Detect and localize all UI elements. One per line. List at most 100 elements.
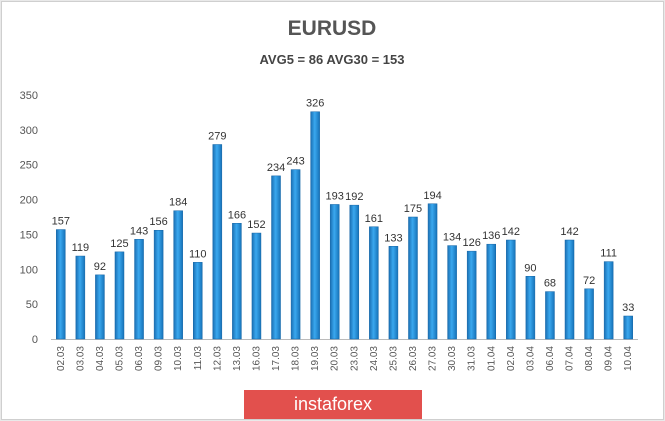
- x-tick-label: 10.03: [173, 346, 184, 371]
- bar: [271, 175, 281, 340]
- bar: [75, 255, 86, 340]
- x-tick-label: 07.04: [565, 346, 576, 371]
- data-label: 68: [544, 278, 556, 290]
- data-label: 111: [600, 248, 617, 260]
- data-label: 72: [583, 275, 595, 287]
- data-label: 166: [228, 209, 246, 221]
- data-label: 193: [326, 190, 344, 202]
- data-label: 192: [345, 191, 363, 203]
- bar: [388, 246, 399, 340]
- x-tick-label: 16.03: [251, 346, 262, 371]
- x-tick-label: 06.03: [134, 346, 145, 371]
- y-tick-label: 0: [32, 334, 38, 346]
- y-tick-label: 100: [20, 264, 38, 276]
- instaforex-watermark: instaforex: [244, 390, 422, 419]
- data-label: 156: [149, 216, 167, 228]
- data-label: 90: [524, 262, 536, 274]
- bar: [525, 276, 536, 340]
- x-tick-label: 12.03: [212, 346, 223, 371]
- bar: [427, 203, 438, 340]
- x-tick-label: 25.03: [388, 346, 399, 371]
- bar: [486, 243, 496, 340]
- y-tick-label: 350: [20, 90, 38, 102]
- data-label: 157: [52, 216, 70, 228]
- bar: [329, 204, 340, 340]
- data-label: 110: [189, 248, 207, 260]
- y-tick-label: 150: [20, 229, 38, 241]
- data-label: 326: [306, 98, 324, 110]
- data-label: 133: [384, 232, 402, 244]
- data-label: 279: [208, 130, 226, 142]
- bar: [56, 229, 66, 340]
- x-tick-label: 17.03: [271, 346, 282, 371]
- data-label: 33: [622, 302, 634, 314]
- bar: [114, 251, 125, 340]
- x-tick-label: 09.04: [604, 346, 615, 371]
- bar: [545, 291, 555, 340]
- data-label: 243: [286, 156, 304, 168]
- bar: [232, 223, 242, 340]
- bars: [56, 111, 633, 340]
- chart-title: EURUSD: [288, 17, 377, 40]
- bar: [134, 239, 144, 340]
- bar: [603, 261, 614, 340]
- data-label: 143: [130, 225, 148, 237]
- x-tick-label: 10.04: [623, 346, 634, 371]
- data-label: 136: [482, 230, 500, 242]
- x-tick-label: 18.03: [291, 346, 302, 371]
- data-label: 125: [110, 238, 128, 250]
- x-axis-ticks: 02.03 03.03 04.03 05.03 06.03 09.03 10.03 11.03…: [56, 346, 634, 371]
- x-tick-label: 27.03: [428, 346, 439, 371]
- bar: [564, 239, 575, 340]
- data-label: 194: [423, 190, 441, 202]
- bar: [251, 232, 262, 340]
- x-tick-label: 01.04: [486, 346, 497, 371]
- data-label: 152: [247, 219, 265, 231]
- bar: [310, 111, 320, 340]
- data-label: 134: [443, 232, 461, 244]
- data-label: 142: [502, 226, 520, 238]
- bar: [466, 250, 477, 340]
- data-label: 92: [94, 261, 106, 273]
- data-label: 126: [463, 237, 481, 249]
- bar: [212, 144, 223, 340]
- y-axis: 0 50 100 150 200 250 300 350: [20, 90, 38, 346]
- data-label: 142: [560, 226, 578, 238]
- chart-subtitle: AVG5 = 86 AVG30 = 153: [259, 52, 404, 67]
- data-label: 119: [72, 242, 90, 254]
- data-label: 175: [404, 203, 422, 215]
- x-tick-label: 24.03: [369, 346, 380, 371]
- x-tick-label: 26.03: [408, 346, 419, 371]
- data-label: 234: [267, 162, 285, 174]
- x-tick-label: 04.03: [95, 346, 106, 371]
- bar: [447, 245, 457, 340]
- y-tick-label: 250: [20, 160, 38, 172]
- y-tick-label: 300: [20, 125, 38, 137]
- x-tick-label: 03.04: [525, 346, 536, 371]
- data-label: 161: [365, 213, 383, 225]
- bar: [349, 204, 360, 340]
- bar: [408, 216, 418, 340]
- x-tick-label: 05.03: [114, 346, 125, 371]
- bar: [193, 262, 203, 340]
- x-tick-label: 02.03: [56, 346, 67, 371]
- x-tick-label: 31.03: [467, 346, 478, 371]
- x-tick-label: 23.03: [349, 346, 360, 371]
- y-tick-label: 200: [20, 195, 38, 207]
- bar: [153, 229, 164, 340]
- bar: [623, 315, 633, 340]
- data-label: 184: [169, 197, 187, 209]
- y-tick-label: 50: [26, 299, 38, 311]
- bar: [369, 226, 379, 340]
- x-tick-label: 19.03: [310, 346, 321, 371]
- bar: [95, 274, 105, 340]
- x-tick-label: 30.03: [447, 346, 458, 371]
- bar: [173, 210, 183, 340]
- x-tick-label: 08.04: [584, 346, 595, 371]
- x-tick-label: 09.03: [154, 346, 165, 371]
- x-tick-label: 06.04: [545, 346, 556, 371]
- bar: [506, 239, 516, 340]
